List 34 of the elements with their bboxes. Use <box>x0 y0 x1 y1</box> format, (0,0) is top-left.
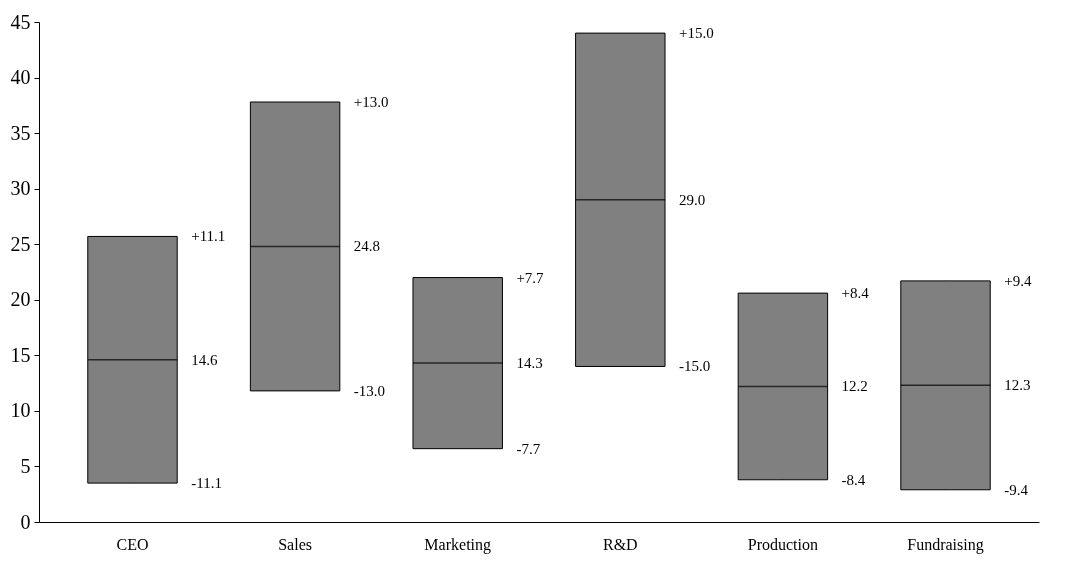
annotation: -13.0 <box>353 382 386 399</box>
x-tick-label: R&D <box>602 535 638 553</box>
y-tick-label: 25 <box>10 232 31 255</box>
annotation: -9.4 <box>1004 481 1029 498</box>
y-tick-label: 35 <box>10 121 31 144</box>
x-tick-label: Production <box>747 535 819 553</box>
annotation: -7.7 <box>516 440 541 457</box>
y-tick-label: 40 <box>10 66 31 89</box>
y-tick-label: 15 <box>10 343 31 366</box>
y-tick-label: 45 <box>10 10 31 33</box>
annotation: +13.0 <box>353 94 389 110</box>
annotation: 29.0 <box>679 191 706 208</box>
y-tick-label: 10 <box>10 399 31 422</box>
annotation: +11.1 <box>191 228 226 245</box>
annotation: +7.7 <box>516 269 545 286</box>
y-tick-label: 5 <box>20 454 31 477</box>
x-tick-label: Marketing <box>424 535 492 554</box>
x-tick-label: CEO <box>116 535 149 553</box>
annotation: +9.4 <box>1004 272 1032 289</box>
annotation: -8.4 <box>841 471 866 488</box>
y-tick-label: 20 <box>10 288 31 311</box>
x-tick-label: Sales <box>278 535 312 553</box>
annotation: -11.1 <box>191 475 222 492</box>
annotation: 12.3 <box>1004 377 1031 394</box>
annotation: +15.0 <box>679 25 714 42</box>
annotation: 14.6 <box>191 351 218 368</box>
annotation: -15.0 <box>679 358 711 375</box>
annotation: +8.4 <box>841 285 870 302</box>
x-tick-label: Fundraising <box>907 535 984 554</box>
y-tick-label: 30 <box>10 177 31 200</box>
annotation: 12.2 <box>841 378 868 395</box>
y-tick-label: 0 <box>20 510 31 533</box>
annotation: 24.8 <box>353 238 381 255</box>
annotation: 14.3 <box>516 355 543 372</box>
